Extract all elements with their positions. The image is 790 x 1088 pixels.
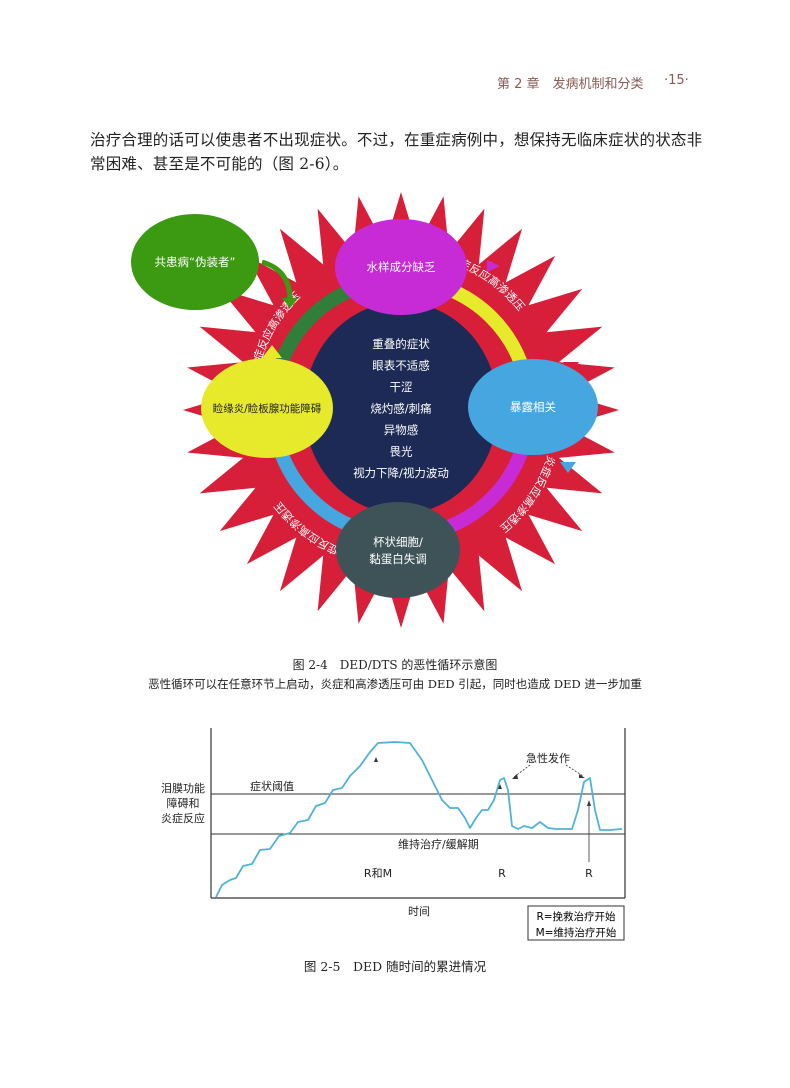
body-paragraph: 治疗合理的话可以使患者不出现症状。不过，在重症病例中，想保持无临床症状的状态非常…	[90, 131, 703, 173]
page-number: ·15·	[664, 73, 689, 88]
marker-label: R	[498, 867, 506, 880]
arrow-icon	[560, 462, 576, 473]
threshold-label: 症状阈值	[250, 779, 294, 793]
figure-vicious-cycle: 炎症反应高渗透压 炎症反应高渗透压 炎症反应高渗透压 炎症反应高渗透压 共患病“…	[131, 192, 619, 628]
node-blepharitis-mgd: 睑缘炎/睑板腺功能障碍	[201, 358, 333, 458]
arrow-icon	[282, 298, 298, 308]
arrow-icon	[262, 345, 282, 365]
arrow-icon	[460, 542, 470, 558]
node-aqueous-deficiency: 水样成分缺乏	[335, 219, 467, 315]
symptom-item: 畏光	[390, 445, 413, 459]
figure-2-4-subcaption: 恶性循环可以在任意环节上启动，炎症和高渗透压可由 DED 引起，同时也造成 DE…	[148, 677, 642, 691]
symptom-item: 烧灼感/刺痛	[370, 402, 431, 416]
node-comorbid: 共患病“伪装者”	[131, 214, 259, 310]
node-label: 黏蛋白失调	[369, 552, 427, 566]
symptom-item: 眼表不适感	[372, 359, 430, 373]
y-label-line: 障碍和	[167, 796, 200, 810]
node-label: 水样成分缺乏	[367, 260, 436, 274]
node-label: 睑缘炎/睑板腺功能障碍	[213, 402, 322, 415]
symptom-item: 重叠的症状	[372, 337, 430, 351]
node-exposure: 暴露相关	[468, 359, 598, 455]
acute-flare-arrows	[513, 764, 590, 862]
center-symptoms-circle	[304, 302, 498, 514]
disease-progress-curve	[215, 741, 623, 898]
arrow-icon	[563, 362, 579, 374]
figure-2-4-caption: 图 2-4 DED/DTS 的恶性循环示意图	[292, 658, 498, 672]
node-label: 共患病“伪装者”	[155, 255, 236, 269]
x-label: 时间	[408, 905, 430, 918]
figure-progression-chart: 泪膜功能 障碍和 炎症反应 症状阈值 维持治疗/缓解期 急性发作 R和M R R…	[161, 728, 626, 941]
legend-item: M=维持治疗开始	[536, 926, 617, 939]
node-label: 暴露相关	[510, 400, 556, 414]
node-goblet-mucin: 杯状细胞/ 黏蛋白失调	[336, 502, 460, 598]
legend-box	[527, 905, 625, 941]
symptom-item: 异物感	[384, 423, 419, 437]
node-label: 杯状细胞/	[373, 535, 423, 549]
symptom-item: 视力下降/视力波动	[353, 466, 449, 480]
arrow-icon	[487, 260, 500, 272]
y-label-line: 炎症反应	[161, 811, 205, 825]
arrow-icon	[261, 259, 293, 301]
marker-arrowheads	[374, 757, 591, 806]
acute-flare-label: 急性发作	[526, 751, 570, 765]
legend-item: R=挽救治疗开始	[536, 910, 616, 923]
figure-2-5-caption: 图 2-5 DED 随时间的累进情况	[303, 959, 487, 974]
marker-label: R和M	[364, 867, 392, 880]
symptom-item: 干涩	[390, 380, 413, 394]
maintenance-label: 维持治疗/缓解期	[398, 837, 479, 851]
y-label-line: 泪膜功能	[161, 781, 205, 795]
marker-label: R	[585, 867, 593, 880]
chapter-header: 第 2 章 发病机制和分类	[497, 77, 644, 92]
